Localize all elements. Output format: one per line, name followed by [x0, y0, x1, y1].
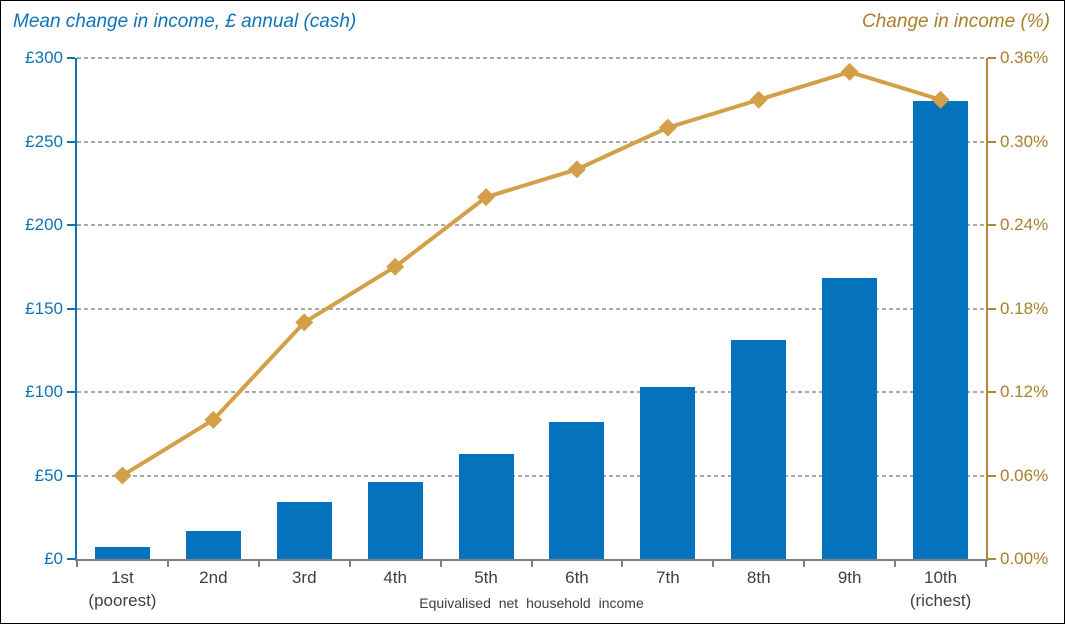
diamond-marker — [567, 160, 586, 179]
left-axis-tick — [67, 140, 75, 143]
x-axis-tick — [803, 561, 806, 567]
left-axis-tick — [67, 224, 75, 226]
right-axis-tick-label: 0.36% — [1000, 48, 1049, 67]
left-axis-tick-label: £300 — [25, 48, 63, 67]
horizontal-gridline — [77, 474, 986, 477]
left-axis-title: Mean change in income, £ annual (cash) — [13, 11, 357, 32]
x-axis-tick — [621, 561, 624, 567]
right-axis-tick-label: 0.30% — [1000, 131, 1049, 151]
x-axis-tick-label: 10th — [924, 568, 958, 587]
right-axis-tick-label: 0.12% — [1000, 382, 1049, 401]
x-axis-tick — [166, 561, 169, 567]
left-axis-tick-label: £100 — [25, 382, 63, 401]
horizontal-gridline — [77, 140, 986, 143]
x-axis-tick-label: 8th — [746, 568, 771, 587]
x-axis-tick — [530, 561, 533, 567]
diamond-marker — [113, 466, 132, 485]
right-axis-title: Change in income (%) — [862, 11, 1050, 32]
bar — [913, 101, 969, 559]
right-axis-tick-label: 0.18% — [1000, 298, 1049, 318]
x-axis-tick-label: 6th — [565, 568, 589, 587]
x-axis-tick-label: 7th — [656, 568, 680, 587]
bar — [276, 502, 332, 559]
left-axis-tick — [67, 307, 75, 310]
horizontal-gridline — [77, 224, 986, 226]
x-axis-tick — [76, 561, 78, 567]
horizontal-gridline — [77, 57, 986, 59]
bar — [822, 278, 878, 559]
x-axis-tick-label: 4th — [383, 568, 407, 587]
diamond-marker — [204, 410, 223, 429]
x-axis-tick — [712, 561, 715, 567]
x-axis-tick — [894, 561, 897, 567]
x-axis-tick — [985, 561, 987, 567]
x-axis-tick-sublabel: (richest) — [909, 591, 972, 610]
x-axis-line — [75, 559, 988, 561]
left-axis-tick-label: £150 — [25, 298, 63, 318]
diamond-marker — [840, 62, 859, 81]
x-axis-tick-label: 2nd — [199, 568, 228, 587]
diamond-marker — [931, 90, 950, 109]
x-axis-tick — [348, 561, 351, 567]
right-axis-tick — [988, 140, 996, 143]
x-axis-tick-label: 5th — [474, 568, 498, 587]
right-axis-tick — [988, 558, 996, 560]
x-axis-tick-label: 1st — [111, 568, 134, 587]
left-axis-tick-label: £50 — [34, 465, 63, 485]
x-axis-tick-label: 9th — [837, 568, 862, 587]
diamond-marker — [295, 313, 314, 332]
diamond-marker — [749, 90, 768, 109]
bar — [458, 453, 514, 559]
left-axis-tick — [67, 391, 75, 393]
line-path — [121, 69, 942, 478]
left-axis-line — [75, 58, 77, 559]
x-axis-tick — [439, 561, 442, 567]
x-axis-tick-sublabel: (poorest) — [88, 591, 157, 610]
bar — [185, 530, 241, 559]
right-axis-tick — [988, 224, 996, 226]
bar — [94, 547, 150, 559]
left-axis-tick — [67, 558, 75, 560]
left-axis-tick-label: £200 — [25, 215, 63, 234]
right-axis-tick — [988, 474, 996, 477]
diamond-marker — [658, 118, 677, 137]
right-axis-tick-label: 0.06% — [1000, 465, 1049, 485]
right-axis-tick — [988, 57, 996, 59]
right-axis-tick-label: 0.00% — [1000, 549, 1049, 568]
right-axis-line — [986, 58, 988, 559]
left-axis-tick-label: £0 — [44, 549, 63, 568]
bar — [640, 386, 696, 559]
horizontal-gridline — [77, 307, 986, 310]
right-axis-tick-label: 0.24% — [1000, 215, 1049, 234]
bar — [731, 340, 787, 559]
x-axis-tick — [257, 561, 260, 567]
x-axis-tick-label: 3rd — [291, 568, 317, 587]
left-axis-tick-label: £250 — [25, 131, 63, 151]
diamond-marker — [477, 188, 496, 207]
bar — [367, 482, 423, 559]
right-axis-tick — [988, 307, 996, 310]
left-axis-tick — [67, 474, 75, 477]
diamond-marker — [386, 257, 405, 276]
left-axis-tick — [67, 57, 75, 59]
right-axis-tick — [988, 391, 996, 393]
x-axis-label: Equivalised net household income — [419, 595, 644, 611]
percent-line-series — [113, 62, 950, 485]
bar — [549, 422, 605, 559]
horizontal-gridline — [77, 391, 986, 393]
